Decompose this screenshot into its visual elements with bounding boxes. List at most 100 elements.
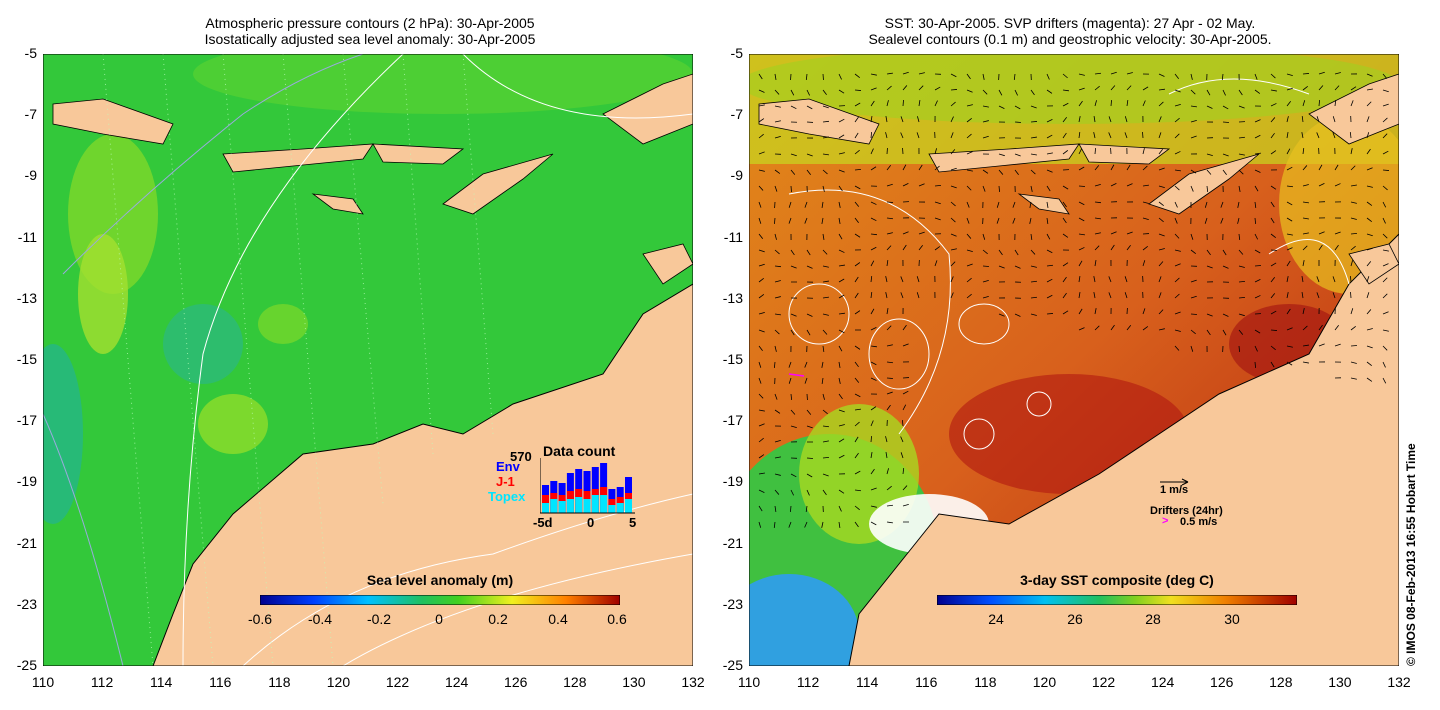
velocity-arrow — [854, 361, 859, 368]
velocity-arrow — [1316, 116, 1320, 123]
velocity-arrow — [758, 437, 764, 443]
velocity-arrow — [870, 452, 873, 459]
velocity-arrow — [1286, 327, 1293, 331]
velocity-arrow — [966, 249, 973, 252]
velocity-arrow — [774, 439, 781, 443]
velocity-arrow — [806, 409, 812, 415]
velocity-arrow — [982, 73, 985, 80]
velocity-arrow — [1222, 265, 1229, 269]
velocity-arrow — [1190, 135, 1197, 139]
velocity-arrow — [1301, 132, 1304, 139]
velocity-arrow — [1318, 324, 1323, 331]
inset-bar — [558, 501, 566, 513]
velocity-arrow — [1158, 185, 1165, 189]
velocity-arrow — [870, 377, 877, 381]
right-cb-tick-24: 24 — [988, 611, 1004, 627]
velocity-arrow — [790, 89, 795, 96]
velocity-arrow — [838, 89, 845, 94]
velocity-scale-label: 1 m/s — [1160, 484, 1189, 496]
velocity-arrow — [838, 312, 845, 315]
velocity-arrow — [838, 233, 843, 240]
velocity-arrow — [821, 521, 824, 528]
velocity-arrow — [1238, 233, 1241, 241]
velocity-arrow — [1030, 153, 1037, 156]
velocity-arrow — [1366, 361, 1372, 367]
velocity-arrow — [1222, 249, 1227, 256]
velocity-arrow — [1302, 260, 1305, 267]
velocity-arrow — [1094, 245, 1100, 251]
velocity-arrow — [1094, 232, 1101, 235]
velocity-arrow — [804, 521, 808, 528]
inset-max-label: 570 — [510, 449, 532, 464]
velocity-arrow — [886, 344, 893, 347]
velocity-arrow — [966, 185, 972, 191]
velocity-arrow — [886, 183, 893, 187]
right-ytick: -7 — [730, 106, 743, 123]
right-title-line1: SST: 30-Apr-2005. SVP drifters (magenta)… — [884, 15, 1256, 31]
right-colorbar-label: 3-day SST composite (deg C) — [1020, 572, 1214, 588]
velocity-arrow — [1142, 86, 1149, 91]
velocity-arrow — [1142, 184, 1149, 187]
velocity-arrow — [838, 264, 845, 267]
velocity-arrow — [774, 329, 780, 335]
left-ytick: -23 — [16, 595, 37, 612]
velocity-arrow — [838, 409, 845, 413]
left-xtick: 122 — [385, 674, 410, 690]
velocity-arrow — [758, 489, 765, 494]
velocity-arrow — [1254, 134, 1261, 139]
velocity-arrow — [902, 404, 907, 411]
velocity-arrow — [758, 73, 763, 80]
velocity-arrow — [966, 133, 972, 139]
velocity-arrow — [1108, 132, 1112, 139]
velocity-arrow — [1174, 263, 1181, 267]
velocity-arrow — [1094, 260, 1097, 267]
inset-bar — [616, 503, 624, 513]
inset-bar — [625, 499, 632, 513]
velocity-arrow — [982, 105, 989, 108]
velocity-arrow — [885, 116, 888, 123]
velocity-arrow — [1108, 292, 1112, 299]
velocity-arrow — [822, 345, 825, 352]
velocity-arrow — [1222, 105, 1229, 110]
velocity-arrow — [902, 182, 909, 187]
velocity-arrow — [1366, 101, 1372, 107]
inset-legend-topex: Topex — [488, 489, 526, 504]
velocity-arrow — [982, 233, 986, 240]
velocity-arrow — [1158, 309, 1164, 315]
left-colorbar — [260, 595, 620, 605]
inset-legend-j1: J-1 — [496, 474, 515, 489]
velocity-arrow — [900, 132, 904, 139]
velocity-arrow — [758, 393, 764, 399]
left-ytick: -7 — [24, 106, 37, 123]
velocity-arrow — [1270, 277, 1276, 283]
velocity-arrow — [854, 149, 860, 155]
velocity-arrow — [1014, 105, 1021, 110]
velocity-arrow — [1206, 89, 1211, 96]
velocity-arrow — [1350, 232, 1358, 235]
velocity-arrow — [1270, 117, 1276, 123]
right-xtick: 118 — [974, 674, 997, 690]
velocity-arrow — [1254, 89, 1261, 94]
velocity-arrow — [1158, 148, 1163, 155]
velocity-arrow — [805, 73, 808, 81]
velocity-arrow — [774, 233, 777, 240]
velocity-arrow — [1174, 185, 1180, 191]
velocity-arrow — [1318, 343, 1325, 347]
velocity-arrow — [1302, 344, 1309, 347]
left-cb-tick-6: 0.4 — [548, 611, 568, 627]
velocity-arrow — [1286, 166, 1293, 171]
velocity-arrow — [1254, 233, 1259, 240]
inset-xtick-m5: -5d — [533, 515, 553, 530]
velocity-arrow — [774, 120, 781, 123]
velocity-arrow — [1332, 116, 1336, 123]
velocity-arrow — [1094, 165, 1100, 171]
velocity-arrow — [1126, 244, 1131, 251]
velocity-arrow — [900, 436, 904, 443]
velocity-arrow — [1286, 217, 1293, 222]
right-ytick: -13 — [722, 289, 743, 306]
velocity-arrow — [1029, 217, 1032, 224]
velocity-arrow — [1094, 72, 1102, 75]
velocity-arrow — [1270, 310, 1277, 315]
velocity-arrow — [1158, 328, 1165, 331]
velocity-arrow — [854, 310, 861, 315]
